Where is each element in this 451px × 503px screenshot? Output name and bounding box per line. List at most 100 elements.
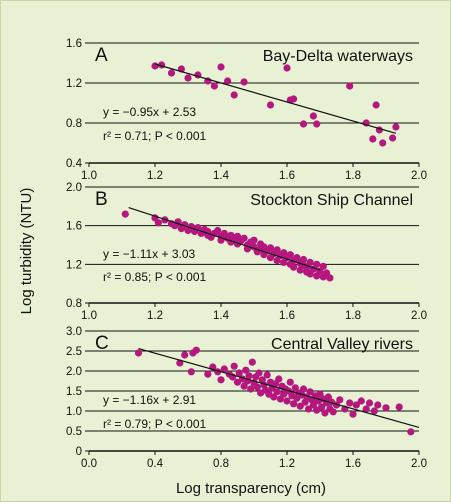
data-point — [324, 393, 332, 401]
panel-letter: B — [95, 189, 108, 210]
data-point — [304, 405, 313, 413]
x-tick-label: 1.8 — [345, 310, 361, 322]
regression-line — [138, 347, 420, 428]
data-point — [336, 396, 344, 404]
x-tick-label: 1.4 — [213, 170, 230, 182]
data-point — [181, 351, 189, 359]
y-tick-label: 0 — [76, 446, 82, 458]
data-point — [217, 376, 225, 384]
y-tick-label: 3.0 — [66, 326, 82, 338]
data-point — [290, 95, 298, 103]
data-point — [349, 410, 357, 418]
data-point — [273, 388, 281, 396]
regression-equation: y = −1.11x + 3.03 — [103, 247, 196, 261]
data-point — [290, 263, 298, 271]
data-point — [240, 382, 248, 390]
x-tick-label: 2.0 — [411, 310, 427, 322]
data-point — [370, 407, 378, 415]
data-point — [299, 255, 308, 264]
data-point — [352, 401, 360, 409]
data-point — [167, 69, 176, 77]
y-tick-label: 1.0 — [66, 406, 82, 418]
data-point — [253, 383, 261, 391]
data-point — [220, 365, 228, 373]
x-tick-label: 2.0 — [411, 458, 427, 470]
y-tick-label: 0.8 — [66, 118, 82, 130]
data-point — [255, 369, 263, 377]
y-tick-label: 2.0 — [66, 366, 82, 378]
data-point — [184, 74, 192, 82]
y-tick-label: 1.6 — [66, 221, 82, 233]
data-point — [389, 134, 397, 142]
regression-stats: r² = 0.71; P < 0.001 — [103, 129, 207, 143]
data-point — [154, 219, 162, 227]
data-point — [309, 112, 317, 120]
data-point — [230, 362, 238, 370]
data-point — [245, 372, 253, 380]
data-point — [299, 385, 308, 393]
data-point — [286, 378, 294, 386]
y-tick-label: 1.6 — [66, 38, 82, 50]
regression-equation: y = −1.16x + 2.91 — [103, 393, 196, 407]
x-tick-label: 1.0 — [81, 170, 97, 182]
x-tick-label: 1.8 — [345, 170, 361, 182]
x-tick-label: 1.6 — [345, 458, 361, 470]
data-point — [192, 346, 200, 354]
data-point — [210, 82, 218, 90]
regression-line — [154, 63, 397, 134]
x-axis-title: Log transparency (cm) — [176, 480, 326, 497]
data-point — [273, 246, 281, 254]
data-point — [250, 236, 258, 244]
data-point — [217, 63, 225, 71]
data-point — [266, 244, 275, 252]
x-tick-label: 1.2 — [279, 458, 295, 470]
data-point — [291, 384, 299, 392]
data-point — [240, 78, 248, 86]
panel-title: Stockton Ship Channel — [250, 192, 413, 209]
data-point — [240, 234, 248, 242]
panel-b: 0.8 1.2 1.6 2.0 1.0 1.2 1.4 1.6 1.8 2.0 B Stockton … — [66, 182, 427, 322]
panel-letter: A — [95, 45, 108, 66]
data-point — [293, 254, 301, 262]
data-point — [134, 349, 143, 357]
panel-title: Central Valley rivers — [271, 336, 413, 353]
data-point — [369, 135, 377, 143]
data-point — [296, 402, 304, 410]
data-point — [362, 405, 370, 413]
x-tick-label: 1.0 — [81, 310, 97, 322]
y-tick-label: 0.4 — [66, 158, 83, 170]
panel-letter: C — [95, 333, 109, 354]
data-point — [379, 139, 387, 147]
data-point — [407, 428, 415, 436]
y-tick-label: 2.5 — [66, 346, 82, 358]
data-point — [235, 369, 243, 377]
data-point — [318, 403, 326, 411]
data-point — [313, 120, 321, 128]
data-point — [230, 91, 238, 99]
data-point — [395, 403, 403, 411]
regression-stats: r² = 0.79; P < 0.001 — [103, 417, 207, 431]
regression-stats: r² = 0.85; P < 0.001 — [103, 270, 207, 284]
data-point — [306, 258, 314, 266]
data-point — [329, 408, 337, 416]
data-point — [290, 400, 298, 408]
panel-c: 0 0.5 1.0 1.5 2.0 2.5 3.0 0.0 0.4 0.8 1.2 1.6 2.0 C Ce… — [66, 326, 427, 470]
data-point — [247, 385, 255, 393]
x-tick-label: 1.6 — [279, 170, 295, 182]
data-point — [204, 370, 212, 378]
data-point — [365, 399, 374, 407]
regression-equation: y = −0.95x + 2.53 — [103, 105, 196, 119]
x-tick-label: 1.4 — [213, 310, 230, 322]
y-axis-title: Log turbidity (NTU) — [18, 188, 35, 315]
data-point — [321, 409, 329, 417]
data-point — [299, 120, 308, 128]
x-tick-label: 1.2 — [147, 170, 163, 182]
data-point — [374, 401, 382, 409]
data-point — [270, 393, 278, 401]
data-point — [151, 62, 159, 70]
data-point — [283, 397, 291, 405]
data-point — [224, 77, 232, 85]
x-tick-label: 0.0 — [81, 458, 97, 470]
